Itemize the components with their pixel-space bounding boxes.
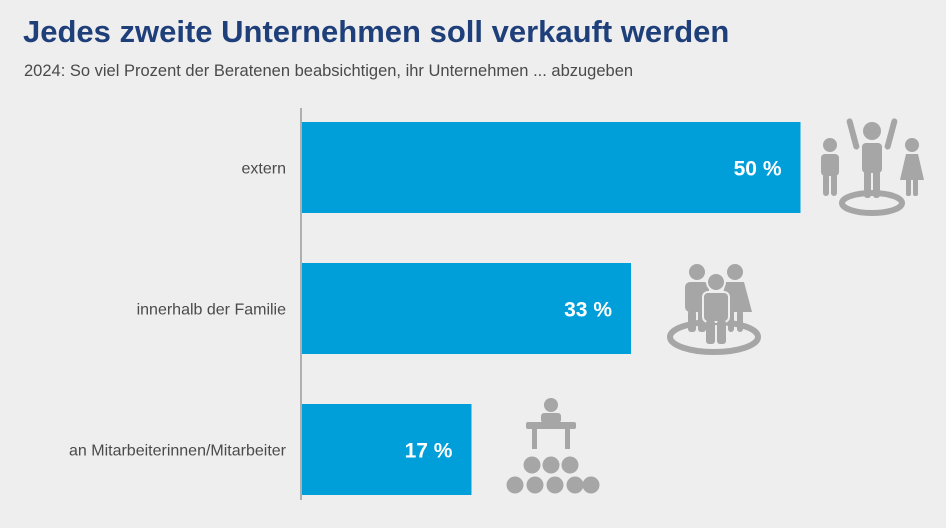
employees-meeting-icon [506, 398, 600, 494]
category-label-2: innerhalb der Familie [137, 302, 287, 319]
value-label-3: 17 % [405, 440, 453, 463]
bar-1 [302, 122, 801, 213]
people-celebrating-icon [821, 118, 924, 216]
value-label-2: 33 % [564, 299, 612, 322]
bar-2 [302, 263, 632, 354]
chart-subtitle: 2024: So viel Prozent der Beratenen beab… [24, 62, 634, 80]
bar-3 [302, 404, 472, 495]
category-label-3: an Mitarbeiterinnen/Mitarbeiter [69, 443, 287, 460]
icon-platform [839, 190, 905, 216]
family-group-icon [667, 264, 761, 355]
value-label-1: 50 % [734, 158, 782, 181]
chart-title: Jedes zweite Unternehmen soll verkauft w… [23, 14, 730, 49]
category-label-1: extern [242, 161, 286, 178]
